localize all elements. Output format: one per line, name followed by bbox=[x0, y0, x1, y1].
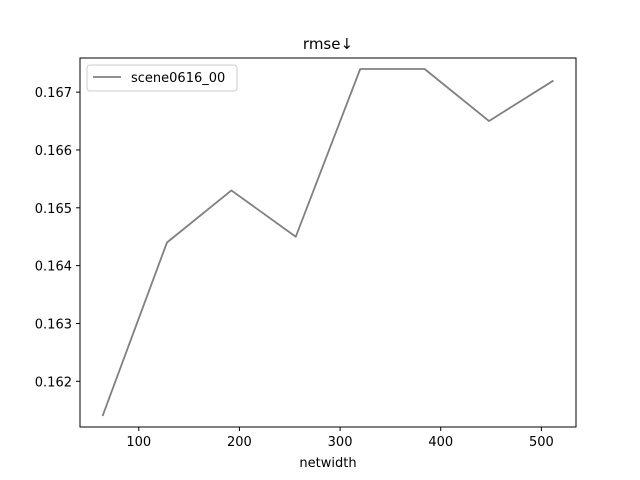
x-tick-label: 300 bbox=[328, 435, 353, 450]
plot-frame bbox=[79, 57, 577, 428]
y-tick-label: 0.164 bbox=[35, 260, 72, 275]
y-tick-label: 0.162 bbox=[35, 375, 72, 390]
x-tick-label: 500 bbox=[529, 435, 554, 450]
y-tick-label: 0.167 bbox=[35, 86, 72, 101]
axis-ticks: 100 200 300 400 500 0.162 0.163 0.164 0.165 0.166… bbox=[35, 86, 554, 450]
x-tick-label: 400 bbox=[428, 435, 453, 450]
x-axis-label: netwidth bbox=[299, 456, 356, 471]
y-tick-label: 0.166 bbox=[35, 144, 72, 159]
series-line-scene0616-00 bbox=[101, 68, 554, 417]
series-layer bbox=[101, 68, 554, 417]
chart-title: rmse↓ bbox=[303, 35, 353, 53]
legend-frame bbox=[86, 64, 238, 92]
y-tick-label: 0.165 bbox=[35, 202, 72, 217]
x-tick-label: 200 bbox=[227, 435, 252, 450]
y-tick-label: 0.163 bbox=[35, 317, 72, 332]
legend-entry-scene0616-00: scene0616_00 bbox=[131, 71, 225, 86]
x-tick-label: 100 bbox=[126, 435, 151, 450]
legend: scene0616_00 bbox=[86, 64, 238, 92]
